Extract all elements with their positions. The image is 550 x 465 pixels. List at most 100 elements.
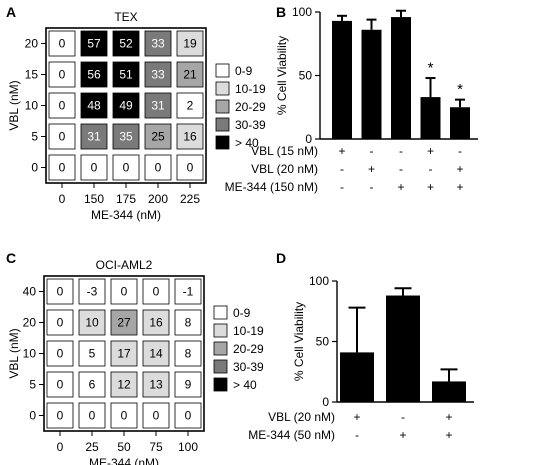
panel-a-cell-value: 0 <box>59 37 66 51</box>
panel-c-cell <box>142 309 170 336</box>
panel-c-cell-value: 0 <box>121 409 128 423</box>
panel-c-xtick-label: 100 <box>178 440 198 454</box>
panel-c-cell-value: 0 <box>153 285 160 299</box>
panel-c-legend-swatch <box>213 359 228 374</box>
panel-a-cell-value: 56 <box>87 68 101 82</box>
panel-b-condition-mark: - <box>458 144 462 158</box>
panel-c-cell-value: 0 <box>57 285 64 299</box>
panel-b-significance-mark: * <box>428 60 434 77</box>
panel-b-condition-mark: - <box>340 180 344 194</box>
panel-a-cell <box>144 123 172 150</box>
panel-a-cell <box>176 154 204 181</box>
panel-a-cell-value: 33 <box>151 68 165 82</box>
panel-a-xtick-label: 200 <box>148 192 168 206</box>
panel-c-ytick-label: 20 <box>23 316 37 330</box>
panel-a-cell-value: 0 <box>59 130 66 144</box>
panel-d-ytick-label: 50 <box>316 335 330 349</box>
panel-b-condition-mark: + <box>456 180 463 194</box>
panel-d-condition-label: ME-344 (50 nM) <box>248 428 335 442</box>
panel-c-cell-value: 9 <box>185 378 192 392</box>
panel-c-cell-value: 8 <box>185 347 192 361</box>
panel-c-cell-value: 0 <box>57 378 64 392</box>
panel-b-condition-mark: - <box>399 144 403 158</box>
panel-c-cell <box>46 340 74 367</box>
panel-c-cell <box>174 309 202 336</box>
panel-c-legend-swatch <box>213 341 228 356</box>
panel-c-cell-value: 0 <box>121 285 128 299</box>
panel-a-cell-value: 19 <box>183 37 197 51</box>
panel-a-legend-label: 10-19 <box>235 82 266 96</box>
panel-c-cell <box>78 340 106 367</box>
panel-b-ytick-label: 100 <box>292 5 312 19</box>
panel-c-legend-label: 20-29 <box>233 342 264 356</box>
panel-c-cell <box>110 340 138 367</box>
panel-a-legend-swatch <box>215 99 230 114</box>
panel-c-cell <box>142 371 170 398</box>
panel-a-cell-value: 2 <box>187 99 194 113</box>
panel-c-xtick-label: 25 <box>85 440 99 454</box>
panel-c-legend-label: 0-9 <box>233 306 251 320</box>
panel-c-xlabel: ME-344 (nM) <box>89 456 159 465</box>
panel-d-condition-mark: - <box>355 428 359 442</box>
panel-a-ytick-label: 5 <box>31 130 38 144</box>
panel-d-bar <box>386 295 420 402</box>
panel-c-cell-value: 14 <box>149 347 163 361</box>
panel-b-condition-mark: + <box>397 180 404 194</box>
panel-a-legend-label: 30-39 <box>235 118 266 132</box>
panel-a-ytick-label: 15 <box>25 68 39 82</box>
panel-d-condition-mark: + <box>445 410 452 424</box>
panel-a-cell <box>112 61 140 88</box>
panel-a-cell <box>80 123 108 150</box>
panel-d-condition-mark: + <box>399 428 406 442</box>
panel-a-cell <box>80 92 108 119</box>
panel-c-legend-swatch <box>213 377 228 392</box>
panel-a-cell <box>80 61 108 88</box>
panel-c-cell <box>78 309 106 336</box>
panel-c-cell-value: 0 <box>185 409 192 423</box>
panel-c-legend-label: > 40 <box>233 378 257 392</box>
panel-a-xtick-label: 0 <box>59 192 66 206</box>
panel-a-cell-value: 33 <box>151 37 165 51</box>
panel-a-cell-value: 16 <box>183 130 197 144</box>
panel-c-title: OCI-AML2 <box>96 258 153 272</box>
panel-c-cell-value: 0 <box>153 409 160 423</box>
panel-a-cell-value: 51 <box>119 68 133 82</box>
panel-a-legend-swatch <box>215 135 230 150</box>
panel-c-cell <box>46 402 74 429</box>
panel-a-cell <box>176 61 204 88</box>
panel-d-bar <box>340 352 374 402</box>
panel-a-xtick-label: 175 <box>116 192 136 206</box>
panel-a-cell <box>112 92 140 119</box>
panel-a-cell-value: 35 <box>119 130 133 144</box>
panel-a-cell <box>144 154 172 181</box>
panel-b-bar <box>332 20 352 139</box>
panel-b-condition-label: VBL (15 nM) <box>251 144 318 158</box>
panel-c-cell <box>110 278 138 305</box>
panel-a-cell <box>80 30 108 57</box>
panel-c-xtick-label: 0 <box>57 440 64 454</box>
panel-a-cell <box>80 154 108 181</box>
panel-a-cell-value: 0 <box>155 161 162 175</box>
panel-d-bar <box>432 381 466 402</box>
panel-label-b: B <box>276 4 286 20</box>
panel-a-ytick-label: 20 <box>25 37 39 51</box>
panel-c-cell-value: 5 <box>89 347 96 361</box>
panel-d-condition-label: VBL (20 nM) <box>268 410 335 424</box>
panel-c-legend-swatch <box>213 305 228 320</box>
panel-a-legend-swatch <box>215 63 230 78</box>
panel-c-cell-value: 10 <box>85 316 99 330</box>
panel-c-cell-value: 27 <box>117 316 131 330</box>
panel-c-legend-label: 30-39 <box>233 360 264 374</box>
panel-c-ytick-label: 40 <box>23 285 37 299</box>
panel-b-ytick-label: 0 <box>305 132 312 146</box>
panel-b-condition-mark: + <box>368 162 375 176</box>
panel-b-condition-mark: + <box>338 144 345 158</box>
panel-c-cell-value: 12 <box>117 378 131 392</box>
panel-a-cell-value: 25 <box>151 130 165 144</box>
panel-a-legend-label: 20-29 <box>235 100 266 114</box>
panel-c-cell-value: 0 <box>57 316 64 330</box>
panel-b-condition-label: ME-344 (150 nM) <box>225 180 318 194</box>
panel-b-bar <box>420 97 441 139</box>
panel-a-xtick-label: 150 <box>84 192 104 206</box>
panel-a-cell <box>112 30 140 57</box>
